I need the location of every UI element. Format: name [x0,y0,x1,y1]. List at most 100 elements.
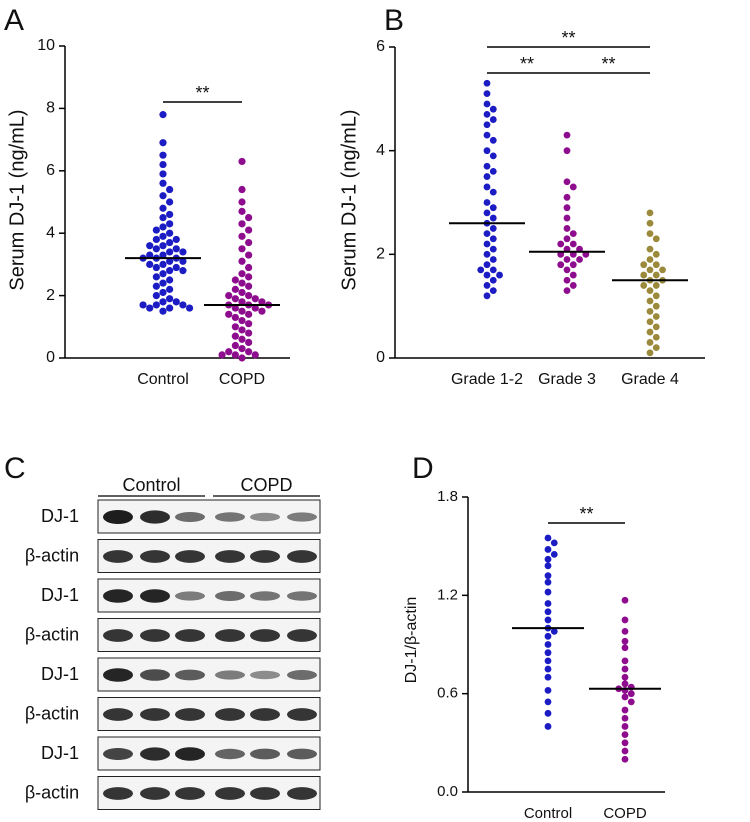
blot-row-label: β-actin [25,545,79,565]
blot-band [103,748,133,760]
blot-row-label: DJ-1 [41,664,79,684]
data-point [563,225,571,232]
significance-label: ** [601,54,615,74]
data-point [238,185,246,194]
y-tick-label: 0.6 [437,685,458,702]
data-point [646,339,654,346]
data-point [483,79,491,87]
data-point [231,295,239,303]
data-point [159,223,167,231]
x-tick-label: Grade 3 [538,371,596,388]
x-tick-label: COPD [603,805,647,822]
significance-label: ** [579,504,593,524]
blot-group-label: Control [122,475,180,495]
data-point [238,220,246,228]
data-point [258,298,266,306]
data-point [159,192,167,200]
data-point [251,304,259,312]
data-point [166,238,174,247]
data-point [544,616,552,624]
data-point [646,349,654,357]
data-point [238,157,246,166]
y-tick-label: 0 [376,349,385,366]
data-point [544,608,552,616]
data-point [557,240,565,248]
data-point [231,304,239,312]
data-point [621,739,629,747]
data-point [483,110,491,118]
blot-row-label: DJ-1 [41,506,79,526]
data-point [640,261,648,269]
blot-band [103,708,133,721]
data-point [563,131,571,139]
y-tick-label: 4 [376,142,385,159]
data-point [238,345,246,353]
data-point [652,302,660,310]
data-point [652,261,660,269]
data-point [646,307,654,315]
data-point [159,179,167,187]
data-point [166,276,174,284]
data-point [569,261,577,269]
data-point [483,100,491,108]
data-point [152,273,160,281]
data-point [489,235,497,243]
data-point [563,256,571,263]
data-point [179,267,187,275]
blot-band [215,591,245,601]
data-point [245,338,253,346]
data-point [569,271,577,279]
significance-label: ** [520,54,534,74]
blot-band [287,708,317,721]
blot-band [250,512,280,522]
blot-band [175,669,205,681]
data-point [544,632,552,640]
data-point [159,288,167,297]
data-point [152,263,160,272]
data-point [563,214,571,222]
data-point [621,714,629,722]
data-point [652,313,660,320]
blot-band [175,787,205,800]
data-point [489,188,497,196]
data-point [550,627,558,635]
blot-band [287,629,317,642]
data-point [544,649,552,657]
panel-label: D [412,452,434,485]
blot-band [103,787,133,800]
blot-band [215,787,245,800]
data-point [496,271,503,279]
blot-band [250,748,280,760]
data-point [483,173,491,180]
panel-label: A [4,4,24,37]
x-tick-label: Grade 1-2 [451,371,523,388]
data-point [238,316,246,325]
y-axis-label: Serum DJ-1 (ng/mL) [6,109,28,290]
data-point [146,304,154,312]
data-point [569,183,577,191]
data-point [185,304,194,312]
data-point [245,263,253,272]
blot-band [175,708,205,721]
y-tick-label: 8 [46,100,55,117]
data-point [544,534,552,542]
blot-frame [97,539,321,573]
blot-frame [97,736,321,771]
data-point [483,183,491,191]
data-point [652,250,660,258]
data-point [652,235,660,243]
x-tick-label: Control [524,805,572,822]
blot-band [287,748,317,760]
data-point [544,673,552,681]
data-point [166,210,174,219]
y-tick-label: 6 [376,38,385,55]
data-point [218,351,226,359]
data-point [477,266,485,274]
data-point [172,235,180,244]
significance-label: ** [561,28,575,48]
data-point [563,193,571,201]
data-point [550,550,558,558]
data-point [489,287,497,295]
blot-band [103,550,133,563]
